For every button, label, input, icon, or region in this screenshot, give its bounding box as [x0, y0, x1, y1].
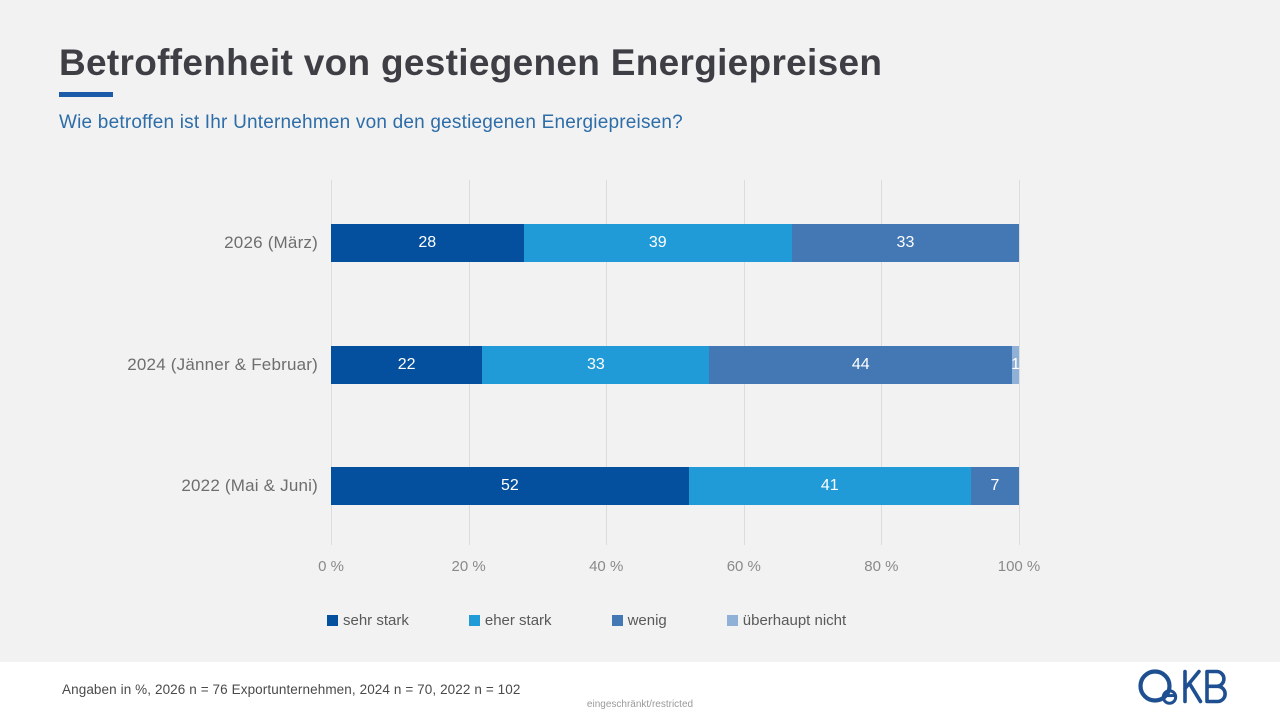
bar-value-label: 33 — [896, 234, 915, 251]
legend-item-wenig: wenig — [611, 612, 667, 629]
bar-segment-eher-stark: 33 — [482, 345, 710, 384]
bar-value-label: 28 — [418, 234, 437, 251]
x-axis-tick: 100 % — [997, 558, 1041, 575]
legend-item-sehr-stark: sehr stark — [327, 612, 409, 629]
legend-label: eher stark — [484, 612, 552, 629]
category-label: 2024 (Jänner & Februar) — [127, 354, 318, 374]
title-accent-underline — [59, 92, 113, 97]
category-label: 2022 (Mai & Juni) — [181, 476, 318, 496]
source-note: Angaben in %, 2026 n = 76 Exportunterneh… — [62, 682, 521, 697]
page-subtitle: Wie betroffen ist Ihr Unternehmen von de… — [59, 112, 683, 133]
legend-item-ueberhaupt-nicht: überhaupt nicht — [726, 612, 847, 629]
stacked-bar: 22 33 44 1 — [331, 345, 1020, 384]
x-axis: 0 % 20 % 40 % 60 % 80 % 100 % — [318, 558, 1040, 578]
x-axis-tick: 80 % — [864, 558, 899, 575]
legend-label: überhaupt nicht — [742, 612, 847, 629]
x-axis-tick: 60 % — [726, 558, 761, 575]
bar-value-label: 22 — [397, 355, 416, 373]
bar-segment-eher-stark: 39 — [523, 224, 792, 262]
bar-segment-sehr-stark: 28 — [331, 224, 524, 262]
page-title: Betroffenheit von gestiegenen Energiepre… — [59, 42, 883, 83]
legend-label: wenig — [627, 612, 667, 629]
legend-swatch — [468, 615, 480, 626]
bar-value-label: 1 — [1011, 355, 1020, 373]
chart-rows: 2026 (März) 28 39 33 2024 (Jänner & Februar)… — [0, 180, 1280, 545]
legend-swatch — [327, 615, 338, 626]
bar-value-label: 33 — [586, 355, 605, 373]
classification-label: eingeschränkt/restricted — [586, 699, 694, 710]
chart-row: 2022 (Mai & Juni) 52 41 7 — [0, 467, 1280, 506]
bar-value-label: 39 — [648, 234, 667, 251]
legend-swatch — [611, 615, 623, 626]
bar-value-label: 41 — [820, 477, 839, 495]
chart-row: 2026 (März) 28 39 33 — [0, 224, 1280, 262]
bar-value-label: 7 — [990, 477, 1000, 495]
gridline — [1019, 180, 1020, 545]
x-axis-tick: 20 % — [451, 558, 486, 575]
chart-legend: sehr stark eher stark wenig überhaupt nicht — [327, 612, 846, 629]
legend-item-eher-stark: eher stark — [468, 612, 552, 629]
bar-segment-eher-stark: 41 — [688, 467, 971, 506]
category-label: 2026 (März) — [224, 233, 318, 252]
stacked-bar: 52 41 7 — [331, 467, 1019, 506]
bar-segment-sehr-stark: 52 — [331, 467, 689, 506]
oekb-logo-icon — [1138, 669, 1227, 705]
bar-segment-wenig: 7 — [970, 467, 1019, 506]
stacked-bar: 28 39 33 — [331, 224, 1019, 262]
legend-label: sehr stark — [343, 612, 409, 629]
x-axis-tick: 0 % — [318, 558, 344, 575]
bar-value-label: 44 — [851, 355, 870, 373]
bar-segment-sehr-stark: 22 — [331, 345, 483, 384]
bar-segment-wenig: 44 — [709, 345, 1013, 384]
footer-bar: Angaben in %, 2026 n = 76 Exportunterneh… — [0, 662, 1280, 720]
bar-segment-ueberhaupt-nicht: 1 — [1011, 345, 1020, 384]
chart-row: 2024 (Jänner & Februar) 22 33 44 1 — [0, 345, 1280, 384]
bar-segment-wenig: 33 — [791, 224, 1019, 262]
bar-value-label: 52 — [500, 477, 519, 495]
x-axis-tick: 40 % — [589, 558, 624, 575]
oekb-logo — [1137, 668, 1229, 708]
legend-swatch — [726, 615, 738, 626]
